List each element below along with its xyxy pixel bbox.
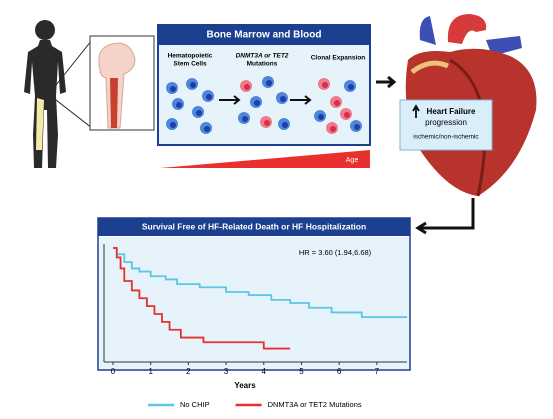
- survival-curve: [113, 247, 407, 319]
- x-axis-label: Years: [234, 381, 256, 390]
- age-wedge: [160, 150, 370, 168]
- expansion-label: Clonal Expansion: [311, 55, 366, 62]
- survival-curve: [113, 247, 291, 350]
- marrow-panel: Bone Marrow and Blood Hematopoietic Stem…: [157, 24, 371, 146]
- nucleus: [322, 82, 328, 88]
- x-tick-label: 4: [262, 367, 267, 376]
- nucleus: [170, 122, 176, 128]
- nucleus: [348, 84, 354, 90]
- zoom-line: [55, 99, 93, 129]
- arrow: [219, 95, 241, 105]
- arrow: [415, 198, 475, 235]
- arrow: [376, 75, 397, 89]
- age-label: Age: [346, 157, 359, 164]
- nucleus: [266, 80, 272, 86]
- stem-cells-label: Hematopoietic: [168, 53, 213, 60]
- nucleus: [344, 112, 350, 118]
- nucleus: [244, 84, 250, 90]
- x-tick-label: 3: [224, 367, 229, 376]
- mutations-label: Mutations: [247, 61, 278, 68]
- nucleus: [254, 100, 260, 106]
- chart-title: Survival Free of HF-Related Death or HF …: [142, 221, 366, 231]
- x-tick-label: 2: [186, 367, 191, 376]
- x-tick-label: 1: [148, 367, 153, 376]
- nucleus: [196, 110, 202, 116]
- nucleus: [204, 126, 210, 132]
- zoom-line: [55, 39, 93, 86]
- legend-label: No CHIP: [180, 400, 210, 409]
- nucleus: [334, 100, 340, 106]
- legend-label: DNMT3A or TET2 Mutations: [268, 400, 362, 409]
- nucleus: [206, 94, 212, 100]
- bone-zoom: [89, 35, 155, 131]
- arrow: [290, 95, 312, 105]
- plot: [103, 244, 407, 365]
- legend: No CHIP DNMT3A or TET2 Mutations: [148, 400, 362, 409]
- x-tick-label: 5: [299, 367, 304, 376]
- mutations-label: DNMT3A or TET2: [236, 53, 289, 60]
- human-figure: [24, 20, 66, 168]
- nucleus: [280, 96, 286, 102]
- x-tick-label: 6: [337, 367, 342, 376]
- panel-title: Bone Marrow and Blood: [207, 30, 322, 41]
- nucleus: [170, 86, 176, 92]
- heart-title: Heart Failure: [427, 107, 476, 116]
- cells: [166, 76, 362, 134]
- heart-info: Heart Failure progression ischemic/non-i…: [399, 99, 493, 151]
- nucleus: [354, 124, 360, 130]
- nucleus: [318, 114, 324, 120]
- nucleus: [282, 122, 288, 128]
- heart-title: progression: [425, 118, 467, 127]
- nucleus: [330, 126, 336, 132]
- x-tick-label: 0: [111, 367, 116, 376]
- chart-box: Survival Free of HF-Related Death or HF …: [97, 217, 411, 371]
- heart-subtitle: ischemic/non-ischemic: [413, 134, 479, 141]
- nucleus: [190, 82, 196, 88]
- nucleus: [176, 102, 182, 108]
- stem-cells-label: Stem Cells: [173, 61, 207, 68]
- nucleus: [242, 116, 248, 122]
- annotation: HR = 3.60 (1.94,6.68): [299, 248, 372, 257]
- nucleus: [264, 120, 270, 126]
- x-tick-label: 7: [375, 367, 380, 376]
